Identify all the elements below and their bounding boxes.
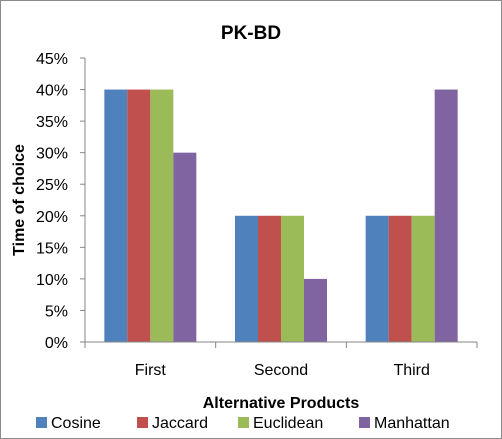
y-tick-label: 40%	[36, 83, 68, 100]
bars-group	[104, 89, 458, 342]
y-tick-label: 0%	[45, 335, 68, 352]
bar-jaccard-second	[258, 215, 281, 342]
bar-cosine-third	[365, 215, 389, 342]
legend-swatch-jaccard	[137, 417, 148, 428]
bar-jaccard-third	[388, 215, 412, 342]
bar-euclidean-third	[411, 215, 435, 342]
x-tick-label: First	[135, 362, 167, 379]
y-tick-label: 45%	[36, 51, 68, 68]
bar-cosine-second	[235, 215, 258, 342]
x-axis-title: Alternative Products	[203, 395, 360, 412]
bar-euclidean-first	[150, 89, 174, 342]
legend-label-cosine: Cosine	[51, 415, 101, 432]
bar-manhattan-third	[434, 89, 458, 342]
legend-label-jaccard: Jaccard	[152, 415, 208, 432]
legend: Cosine Jaccard Euclidean Manhattan	[36, 415, 450, 432]
bar-manhattan-first	[173, 152, 197, 342]
legend-swatch-manhattan	[359, 417, 370, 428]
y-tick-label: 25%	[36, 177, 68, 194]
legend-swatch-cosine	[36, 417, 47, 428]
y-axis-title: Time of choice	[11, 144, 28, 256]
bar-euclidean-second	[281, 215, 304, 342]
bar-manhattan-second	[304, 278, 327, 342]
y-tick-label: 15%	[36, 240, 68, 257]
bar-jaccard-first	[127, 89, 151, 342]
y-tick-label: 5%	[45, 303, 68, 320]
legend-label-euclidean: Euclidean	[253, 415, 323, 432]
bar-cosine-first	[104, 89, 128, 342]
legend-label-manhattan: Manhattan	[374, 415, 450, 432]
x-tick-label: Second	[254, 362, 308, 379]
y-tick-label: 35%	[36, 114, 68, 131]
y-tick-label: 20%	[36, 209, 68, 226]
x-tick-label: Third	[393, 362, 429, 379]
y-tick-label: 30%	[36, 146, 68, 163]
y-axis: 0% 5% 10% 15% 20% 25% 30% 35% 40% 45%	[36, 51, 86, 352]
y-tick-label: 10%	[36, 272, 68, 289]
chart-title: PK-BD	[221, 23, 281, 44]
legend-swatch-euclidean	[238, 417, 249, 428]
x-axis: First Second Third	[84, 341, 478, 379]
